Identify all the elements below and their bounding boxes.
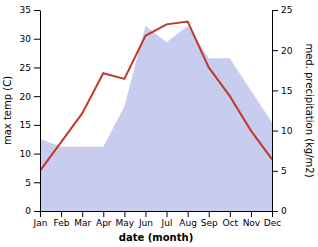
y2-axis: 0 5 10 15 20 25 [272,5,293,216]
chart: JanFebMarAprMayJunJulAugSepOctNovDec0510… [0,0,318,247]
tick: Jun [138,211,153,228]
tick-label: Apr [96,218,112,228]
tick-label: Dec [264,218,281,228]
tick-label: Oct [223,218,239,228]
tick-label: 20 [20,92,32,102]
tick: 10 [272,126,293,136]
tick: Apr [96,211,112,228]
axis-line [41,211,273,212]
tick-label: Mar [74,218,91,228]
tick-mark [34,125,40,126]
tick: Jul [161,211,173,228]
tick-label: Nov [243,218,261,228]
tick-label: May [116,218,135,228]
tick-mark [272,10,278,11]
temperature-line [40,21,272,170]
tick-label: 20 [281,46,293,56]
tick: Dec [264,211,281,228]
tick-label: Jun [138,218,153,228]
tick: 25 [272,5,292,15]
tick-mark [145,211,146,217]
tick-mark [82,211,83,217]
tick-label: 0 [25,206,31,216]
tick-label: Jan [33,218,48,228]
tick-mark [103,211,104,217]
y-axis-title: max temp (C) [2,76,13,145]
tick-label: 0 [281,206,287,216]
tick: Aug [179,211,197,228]
tick-mark [34,182,40,183]
tick: Oct [223,211,239,228]
chart-container: JanFebMarAprMayJunJulAugSepOctNovDec0510… [0,0,318,247]
tick-mark [188,211,189,217]
tick-label: Feb [54,218,70,228]
tick-mark [34,67,40,68]
tick-label: 5 [281,166,287,176]
tick-label: 10 [20,149,32,159]
tick-mark [167,211,168,217]
tick-label: Aug [179,218,197,228]
tick-mark [40,211,41,217]
tick-label: 10 [281,126,293,136]
tick: 35 [20,5,40,15]
tick-mark [124,211,125,217]
tick-mark [34,39,40,40]
tick: 5 [25,178,40,188]
y-axis: 0 5 10 15 20 25 30 35 [20,5,41,216]
tick-mark [230,211,231,217]
tick-label: Jul [161,218,173,228]
tick-label: 5 [25,178,31,188]
tick: May [116,211,135,228]
tick-mark [272,171,278,172]
tick: 25 [20,63,40,73]
tick: 0 [25,206,40,216]
tick-label: 30 [20,34,32,44]
plot-area [40,21,272,211]
x-axis-title: date (month) [119,232,193,243]
tick-mark [34,96,40,97]
axis-line [272,11,273,212]
tick-label: 15 [20,120,31,130]
tick-mark [61,211,62,217]
tick: 30 [20,34,40,44]
precipitation-area [40,26,272,211]
tick: 20 [20,92,40,102]
tick: 10 [20,149,40,159]
x-axis: Jan Feb Mar Apr MayJun Jul Aug Sep Oct NovDec [33,211,282,228]
tick-mark [34,154,40,155]
tick: 15 [20,120,40,130]
tick: 5 [272,166,287,176]
tick-label: 25 [281,5,292,15]
axis-line [40,11,41,212]
tick-mark [251,211,252,217]
tick: 15 [272,86,292,96]
tick: 20 [272,46,293,56]
tick: Nov [243,211,261,228]
tick-mark [34,10,40,11]
tick-label: Sep [201,218,218,228]
tick-label: 15 [281,86,292,96]
tick: Sep [201,211,218,228]
tick-mark [209,211,210,217]
tick-label: 25 [20,63,31,73]
tick: Mar [74,211,91,228]
tick: Feb [54,211,70,228]
tick-mark [272,211,278,212]
tick-mark [272,50,278,51]
tick: Jan [33,211,48,228]
tick-mark [272,131,278,132]
tick-mark [34,211,40,212]
tick: 0 [272,206,287,216]
tick-mark [272,90,278,91]
tick-label: 35 [20,5,31,15]
y2-axis-title: med. precipitation (kg/m2) [304,43,315,177]
